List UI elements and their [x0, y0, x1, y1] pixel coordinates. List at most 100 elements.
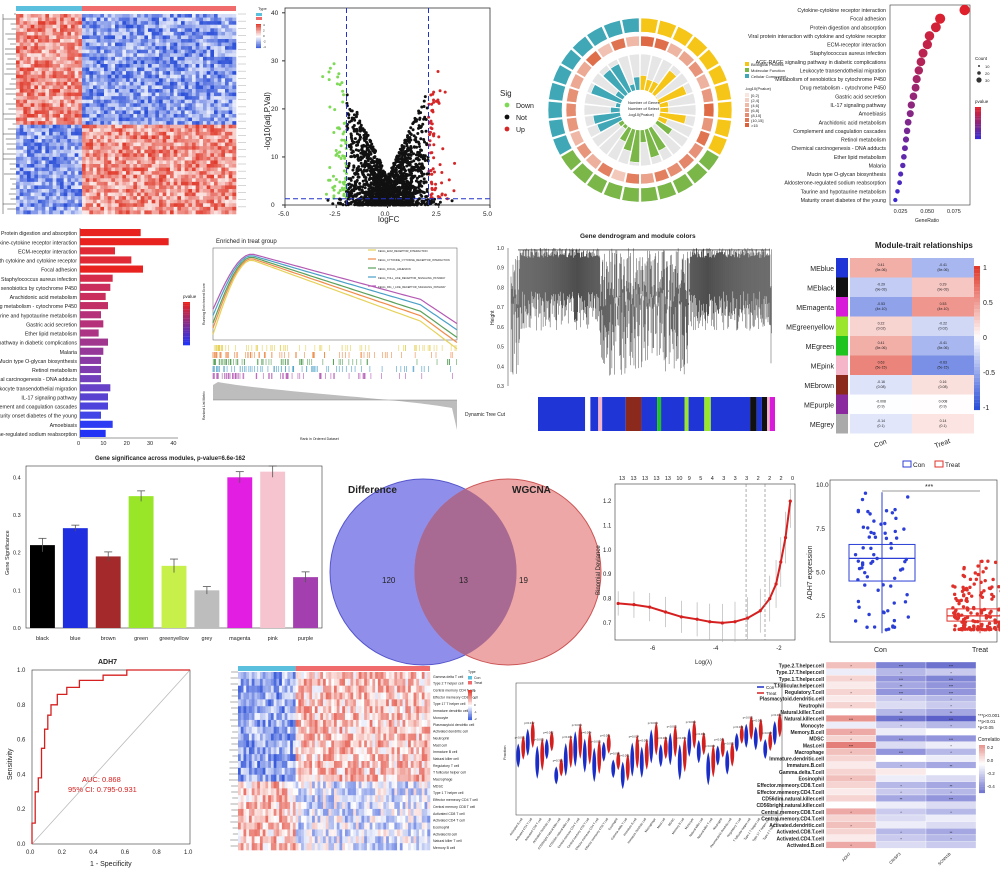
heatmap-cell: [60, 42, 64, 47]
heatmap-cell: [82, 142, 86, 147]
heatmap-cell: [67, 28, 72, 33]
heatmap-cell: [38, 196, 42, 201]
heatmap-cell: [195, 81, 200, 86]
heatmap-cell: [232, 35, 237, 40]
heatmap-cell: [111, 203, 116, 208]
heatmap-cell: [133, 60, 138, 65]
heatmap-cell: [30, 99, 35, 104]
heatmap-cell: [129, 178, 134, 183]
heatmap-cell: [232, 153, 237, 158]
heatmap-cell: [140, 117, 145, 122]
heatmap-cell: [217, 71, 222, 76]
heatmap-cell: [206, 42, 211, 47]
heatmap-cell: [162, 103, 167, 108]
heatmap-cell: [225, 110, 229, 115]
heatmap-cell: [188, 81, 193, 86]
volcano-point: [338, 150, 342, 154]
heatmap-cell: [133, 56, 138, 61]
heatmap-cell: [173, 42, 178, 47]
heatmap-cell: [16, 49, 20, 54]
heatmap-cell: [184, 153, 189, 158]
heatmap-cell: [133, 164, 138, 168]
heatmap-cell: [159, 196, 163, 201]
heatmap-cell: [195, 203, 200, 208]
heatmap-cell: [184, 146, 189, 151]
volcano-point: [399, 167, 403, 171]
heatmap-cell: [93, 31, 97, 36]
heatmap-cell: [115, 174, 119, 179]
heatmap-cell: [41, 114, 46, 118]
heatmap-cell: [221, 181, 226, 186]
heatmap-cell: [184, 67, 189, 72]
heatmap-cell: [155, 42, 160, 47]
heatmap-cell: [115, 81, 119, 86]
heatmap-cell: [137, 210, 141, 215]
heatmap-cell: [60, 110, 64, 115]
heatmap-cell: [151, 14, 156, 18]
heatmap-cell: [232, 121, 237, 126]
heatmap-cell: [217, 53, 222, 58]
heatmap-cell: [181, 117, 185, 122]
heatmap-cell: [104, 174, 108, 179]
heatmap-cell: [228, 89, 233, 93]
heatmap-cell: [228, 142, 233, 147]
heatmap-cell: [27, 81, 31, 86]
heatmap-cell: [170, 171, 174, 176]
heatmap-cell: [71, 189, 75, 193]
heatmap-cell: [170, 167, 174, 172]
heatmap-cell: [49, 39, 53, 43]
heatmap-cell: [23, 71, 28, 76]
heatmap-cell: [129, 181, 134, 186]
heatmap-cell: [188, 78, 193, 83]
heatmap-cell: [56, 74, 61, 79]
heatmap-cell: [173, 114, 178, 118]
heatmap-cell: [100, 164, 105, 168]
heatmap-cell: [159, 117, 163, 122]
heatmap-cell: [89, 146, 94, 151]
heatmap-cell: [49, 210, 53, 215]
heatmap-cell: [126, 135, 130, 140]
heatmap-cell: [78, 117, 83, 122]
heatmap-cell: [225, 167, 229, 172]
heatmap-cell: [82, 53, 86, 58]
heatmap-cell: [19, 160, 24, 165]
heatmap-cell: [203, 81, 207, 86]
heatmap-cell: [38, 74, 42, 79]
heatmap-cell: [100, 28, 105, 33]
heatmap-cell: [129, 24, 134, 29]
heatmap-cell: [74, 149, 79, 154]
heatmap-cell: [85, 153, 90, 158]
heatmap-cell: [82, 78, 86, 83]
heatmap-cell: [107, 14, 112, 18]
heatmap-cell: [155, 28, 160, 33]
heatmap-cell: [144, 156, 149, 161]
heatmap-cell: [45, 60, 50, 65]
heatmap-cell: [217, 96, 222, 101]
heatmap-cell: [206, 192, 211, 197]
heatmap-cell: [126, 174, 130, 179]
heatmap-cell: [41, 103, 46, 108]
volcano-point: [423, 140, 427, 144]
heatmap-cell: [232, 171, 237, 176]
heatmap-cell: [89, 199, 94, 204]
heatmap-cell: [96, 124, 101, 129]
heatmap-cell: [137, 203, 141, 208]
heatmap-cell: [133, 189, 138, 193]
heatmap-cell: [60, 31, 64, 36]
heatmap-cell: [177, 89, 182, 93]
heatmap-cell: [122, 99, 127, 104]
heatmap-cell: [30, 78, 35, 83]
heatmap-cell: [188, 49, 193, 54]
heatmap-cell: [199, 139, 204, 143]
heatmap-cell: [41, 192, 46, 197]
heatmap-cell: [30, 199, 35, 204]
heatmap-cell: [85, 92, 90, 97]
heatmap-cell: [71, 53, 75, 58]
heatmap-cell: [52, 153, 57, 158]
heatmap-cell: [107, 153, 112, 158]
heatmap-cell: [41, 71, 46, 76]
heatmap-cell: [34, 85, 39, 90]
heatmap-cell: [41, 181, 46, 186]
heatmap-cell: [52, 64, 57, 68]
volcano-point: [417, 201, 421, 205]
